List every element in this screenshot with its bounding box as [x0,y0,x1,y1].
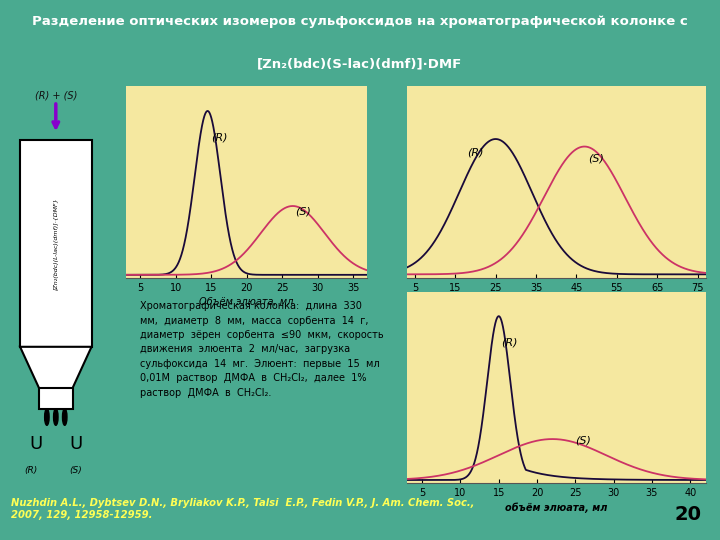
Text: (S): (S) [575,435,591,445]
X-axis label: Объем элюата, мл: Объем элюата, мл [509,297,603,307]
Text: (R): (R) [467,147,484,157]
Text: Разделение оптических изомеров сульфоксидов на хроматографической колонке с: Разделение оптических изомеров сульфокси… [32,16,688,29]
Text: 20: 20 [675,505,702,524]
Text: (R) + (S): (R) + (S) [35,91,77,100]
FancyBboxPatch shape [20,140,91,347]
Circle shape [63,409,67,426]
Text: U: U [29,435,42,453]
Circle shape [53,409,58,426]
Text: U: U [69,435,83,453]
Text: (R): (R) [501,338,518,348]
Text: (S): (S) [588,154,604,164]
X-axis label: объём элюата, мл: объём элюата, мл [505,502,608,513]
Text: (S): (S) [295,206,311,216]
Text: Nuzhdin A.L., Dybtsev D.N., Bryliakov K.P., Talsi  E.P., Fedin V.P., J. Am. Chem: Nuzhdin A.L., Dybtsev D.N., Bryliakov K.… [11,498,474,520]
Text: (R): (R) [24,466,38,475]
Text: [Zn₂(bdc)(S-lac)(dmf)]·DMF: [Zn₂(bdc)(S-lac)(dmf)]·DMF [257,58,463,71]
Text: Хроматографическая колонка:  длина  330
мм,  диаметр  8  мм,  масса  сорбента  1: Хроматографическая колонка: длина 330 мм… [140,301,384,397]
X-axis label: Объём элюата, мл: Объём элюата, мл [199,297,294,307]
Text: (R): (R) [211,132,228,143]
Circle shape [45,409,49,426]
Text: [Zn₂(bdc)(L-lac)(dmf)]·{DMF}: [Zn₂(bdc)(L-lac)(dmf)]·{DMF} [53,197,58,290]
Text: (S): (S) [70,466,82,475]
Polygon shape [39,388,73,409]
Polygon shape [20,347,91,388]
